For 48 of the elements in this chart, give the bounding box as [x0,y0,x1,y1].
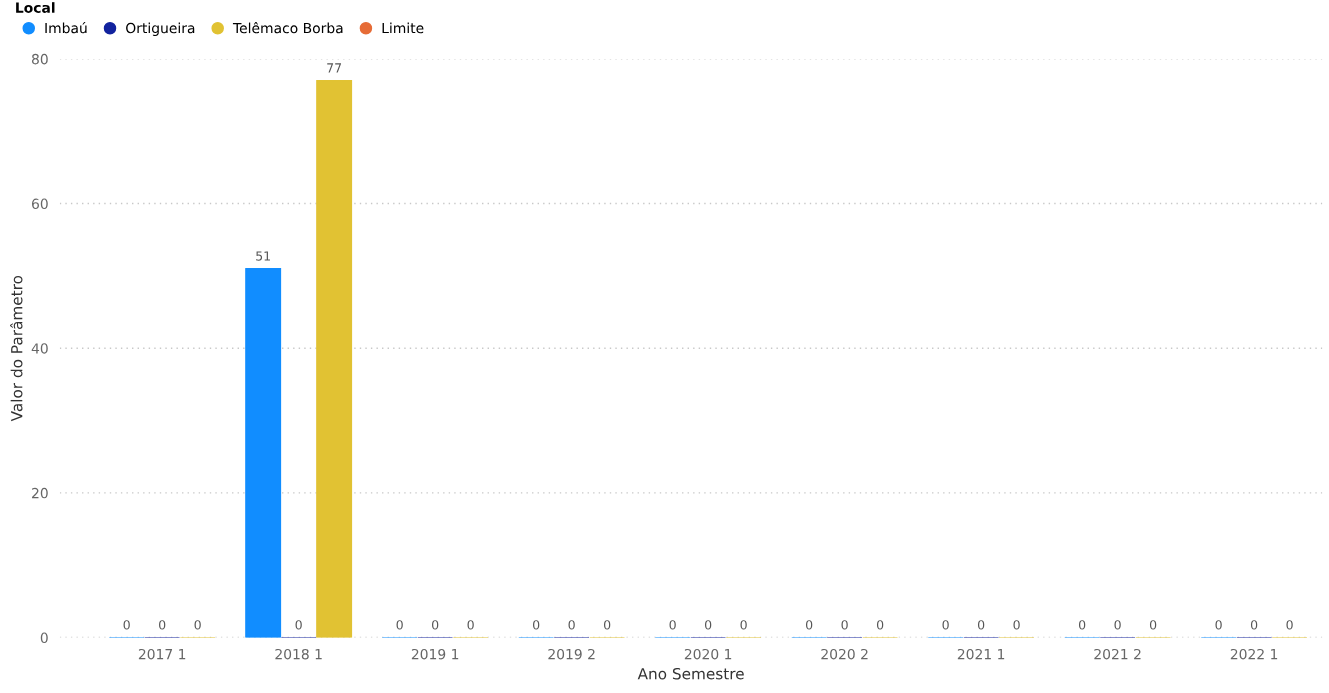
x-tick-label: 2021 2 [1094,648,1141,660]
data-label: 0 [1013,620,1020,630]
data-label: 0 [1149,620,1157,630]
data-label: 0 [740,620,747,630]
y-tick-label: 40 [31,343,48,354]
legend-title: Local [16,2,55,13]
data-label: 0 [159,620,166,630]
legend-label: Imbaú [45,21,87,34]
data-label: 0 [123,620,130,630]
x-tick-label: 2019 2 [548,648,595,660]
data-label: 0 [1250,620,1258,630]
data-label: 0 [977,620,985,630]
data-label: 0 [704,620,712,630]
x-tick-label: 2021 1 [957,648,1005,660]
y-axis-title: Valor do Parâmetro [10,275,23,422]
data-label: 0 [1078,620,1086,630]
data-label: 0 [942,620,949,630]
data-label: 0 [1114,620,1121,630]
legend-label: Limite [382,22,424,34]
data-label: 0 [295,620,302,630]
x-tick-label: 2017 1 [138,648,186,660]
x-tick-label: 2019 1 [411,648,459,660]
y-tick-label: 20 [32,487,48,499]
data-label: 0 [194,620,201,630]
legend-label: Ortigueira [126,22,195,36]
data-label: 51 [256,251,270,261]
x-axis-title: Ano Semestre [637,667,744,680]
data-label: 0 [533,620,540,630]
data-label: 0 [603,620,611,630]
x-tick-label: 2020 2 [821,648,868,660]
data-label: 0 [1215,620,1222,630]
data-label: 0 [805,620,813,630]
x-tick-label: 2018 1 [275,648,322,660]
data-label: 0 [669,620,676,630]
legend-label: Telêmaco Borba [232,21,343,34]
data-label: 77 [327,63,342,73]
y-tick-label: 80 [31,53,48,65]
data-label: 0 [1286,620,1293,630]
data-label: 0 [467,620,474,630]
data-label: 0 [396,620,403,630]
data-label: 0 [432,620,439,630]
data-label: 0 [876,620,884,630]
y-tick-label: 0 [40,632,48,644]
y-tick-label: 60 [31,198,48,210]
data-label: 0 [841,620,848,630]
x-tick-label: 2020 1 [684,648,732,660]
data-label: 0 [568,620,575,630]
x-tick-label: 2022 1 [1230,648,1278,660]
